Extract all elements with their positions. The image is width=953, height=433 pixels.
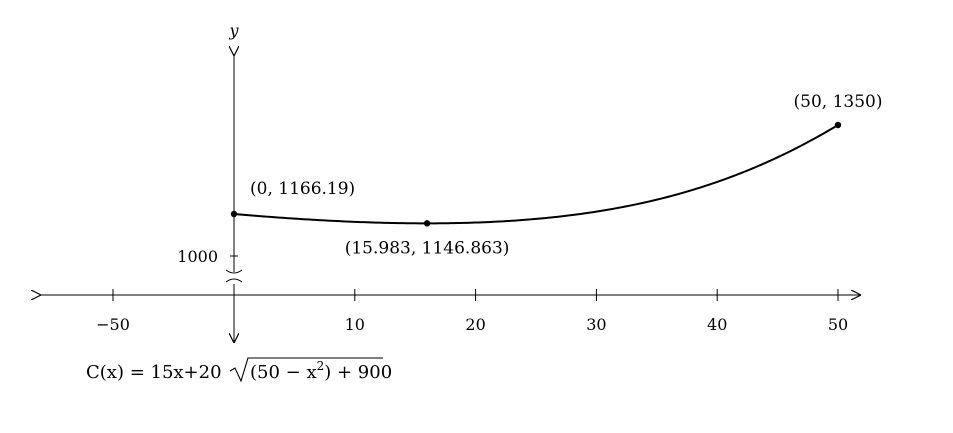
point-label: (0, 1166.19) — [250, 179, 355, 199]
svg-text:C(x) = 15x+20: C(x) = 15x+20 — [86, 362, 222, 383]
data-point — [423, 220, 431, 227]
x-tick-label: 50 — [828, 315, 848, 334]
formula-radicand: (50 − x — [250, 362, 317, 383]
y-axis-title: y — [228, 21, 239, 40]
point-label: (15.983, 1146.863) — [345, 238, 510, 258]
sqrt-sign — [229, 357, 383, 383]
formula-exponent: 2 — [317, 359, 325, 373]
x-tick-label: 40 — [707, 315, 727, 334]
data-point — [230, 210, 238, 218]
x-tick-label: −50 — [96, 315, 130, 334]
y-tick-label-1000: 1000 — [177, 247, 218, 266]
point-label: (50, 1350) — [794, 92, 883, 112]
cost-curve — [233, 124, 839, 225]
formula-lhs: C(x) = 15x+20 — [86, 362, 222, 383]
formula-tail: ) + 900 — [324, 362, 392, 383]
data-point — [834, 121, 842, 129]
svg-text:(50 − x2) + 900: (50 − x2) + 900 — [250, 359, 392, 383]
x-tick-label: 10 — [345, 315, 365, 334]
x-tick-label: 30 — [586, 315, 606, 334]
x-tick-label: 20 — [465, 315, 485, 334]
formula: C(x) = 15x+20 (50 − x2) + 900 — [86, 357, 392, 383]
y-axis-break — [225, 269, 243, 283]
